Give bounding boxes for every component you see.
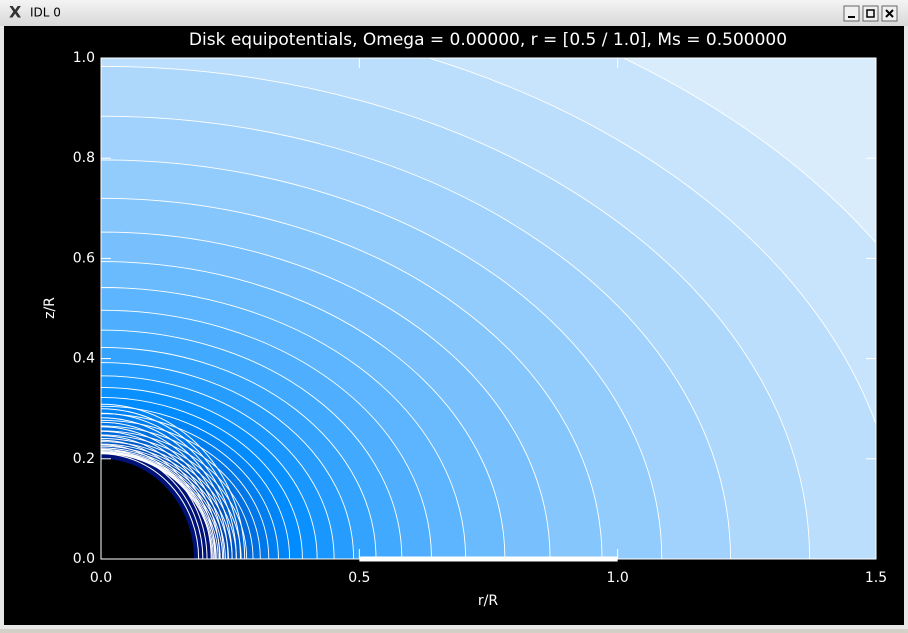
contour-fill: [101, 58, 876, 559]
x-axis-label: r/R: [478, 593, 498, 609]
x-tick-label: 0.0: [90, 570, 112, 586]
contour-line: [101, 453, 200, 559]
contour-line: [101, 444, 208, 559]
contour-line: [101, 408, 241, 559]
x-tick-label: 1.0: [607, 570, 629, 586]
axes: 0.0 0.5 1.0 1.5 0.0 0.2 0.4 0.6 0.8 1.0: [73, 50, 887, 586]
y-tick-label: 0.2: [73, 451, 95, 467]
y-tick-label: 1.0: [73, 50, 95, 66]
y-tick-label: 0.4: [73, 351, 95, 367]
y-tick-label: 0.0: [73, 551, 95, 567]
chart-title: Disk equipotentials, Omega = 0.00000, r …: [189, 30, 787, 50]
contour-line: [101, 412, 237, 559]
plot-frame: [100, 57, 877, 560]
contour-line: [101, 403, 246, 559]
window-icon: X: [9, 3, 22, 22]
minimize-button[interactable]: [843, 5, 860, 22]
contour-line: [101, 426, 225, 559]
contour-line: [101, 421, 229, 559]
y-axis-label: z/R: [42, 297, 58, 319]
contour-line: [101, 430, 221, 559]
x-tick-label: 1.5: [865, 570, 887, 586]
title-bar: [0, 0, 908, 26]
contour-line: [101, 435, 216, 559]
contour-line: [101, 417, 233, 559]
x-tick-label: 0.5: [348, 570, 370, 586]
y-tick-label: 0.8: [73, 150, 95, 166]
window-buttons[interactable]: [843, 5, 898, 22]
window-title: IDL 0: [30, 6, 61, 20]
maximize-button[interactable]: [862, 5, 879, 22]
contour-line: [101, 439, 212, 559]
contour-line: [101, 448, 204, 559]
singular-region: [101, 458, 194, 559]
y-tick-label: 0.6: [73, 250, 95, 266]
